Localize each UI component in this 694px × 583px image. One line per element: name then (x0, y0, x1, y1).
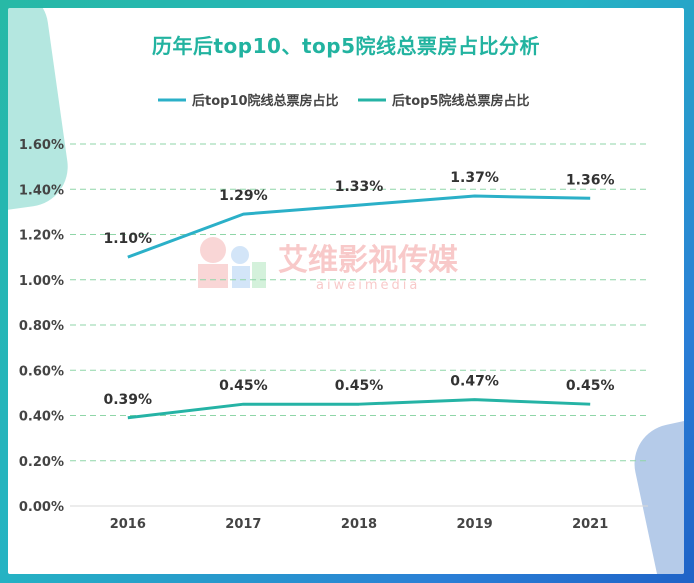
watermark-logo-block (198, 264, 228, 288)
watermark-logo-block (232, 266, 250, 288)
x-tick-label: 2021 (572, 517, 608, 532)
data-label: 1.37% (450, 170, 499, 186)
y-tick-label: 0.80% (19, 319, 64, 334)
data-label: 1.29% (219, 188, 268, 204)
chart-title: 历年后top10、top5院线总票房占比分析 (152, 34, 540, 58)
x-tick-label: 2017 (225, 517, 261, 532)
watermark-logo-dot (231, 246, 249, 264)
y-tick-label: 0.20% (19, 455, 64, 470)
data-label: 0.45% (219, 378, 268, 394)
legend-label: 后top10院线总票房占比 (192, 93, 339, 109)
legend-label: 后top5院线总票房占比 (392, 93, 530, 109)
x-tick-label: 2019 (457, 517, 493, 532)
data-label: 0.47% (450, 374, 499, 390)
data-label: 0.45% (335, 378, 384, 394)
data-label: 0.39% (104, 392, 153, 408)
x-tick-label: 2018 (341, 517, 377, 532)
watermark-text-cn: 艾维影视传媒 (278, 243, 459, 278)
watermark-logo-dot (200, 237, 226, 263)
data-label: 1.36% (566, 172, 615, 188)
y-tick-label: 1.00% (19, 274, 64, 289)
data-label: 1.33% (335, 179, 384, 195)
y-tick-label: 0.00% (19, 500, 64, 515)
y-tick-label: 0.40% (19, 410, 64, 425)
data-label: 1.10% (104, 231, 153, 247)
y-tick-label: 1.40% (19, 183, 64, 198)
y-tick-label: 0.60% (19, 364, 64, 379)
y-tick-label: 1.20% (19, 229, 64, 244)
watermark-text-en: aiweimedia (316, 278, 420, 293)
series-line (127, 194, 591, 259)
series-line (127, 398, 591, 420)
data-label: 0.45% (566, 378, 615, 394)
y-tick-label: 1.60% (19, 138, 64, 153)
legend: 后top10院线总票房占比 后top5院线总票房占比 (158, 93, 530, 109)
watermark-logo-block (252, 262, 266, 288)
chart-card: 历年后top10、top5院线总票房占比分析 艾维影视传媒 aiweimedia 0… (8, 8, 684, 574)
x-tick-label: 2016 (110, 517, 146, 532)
